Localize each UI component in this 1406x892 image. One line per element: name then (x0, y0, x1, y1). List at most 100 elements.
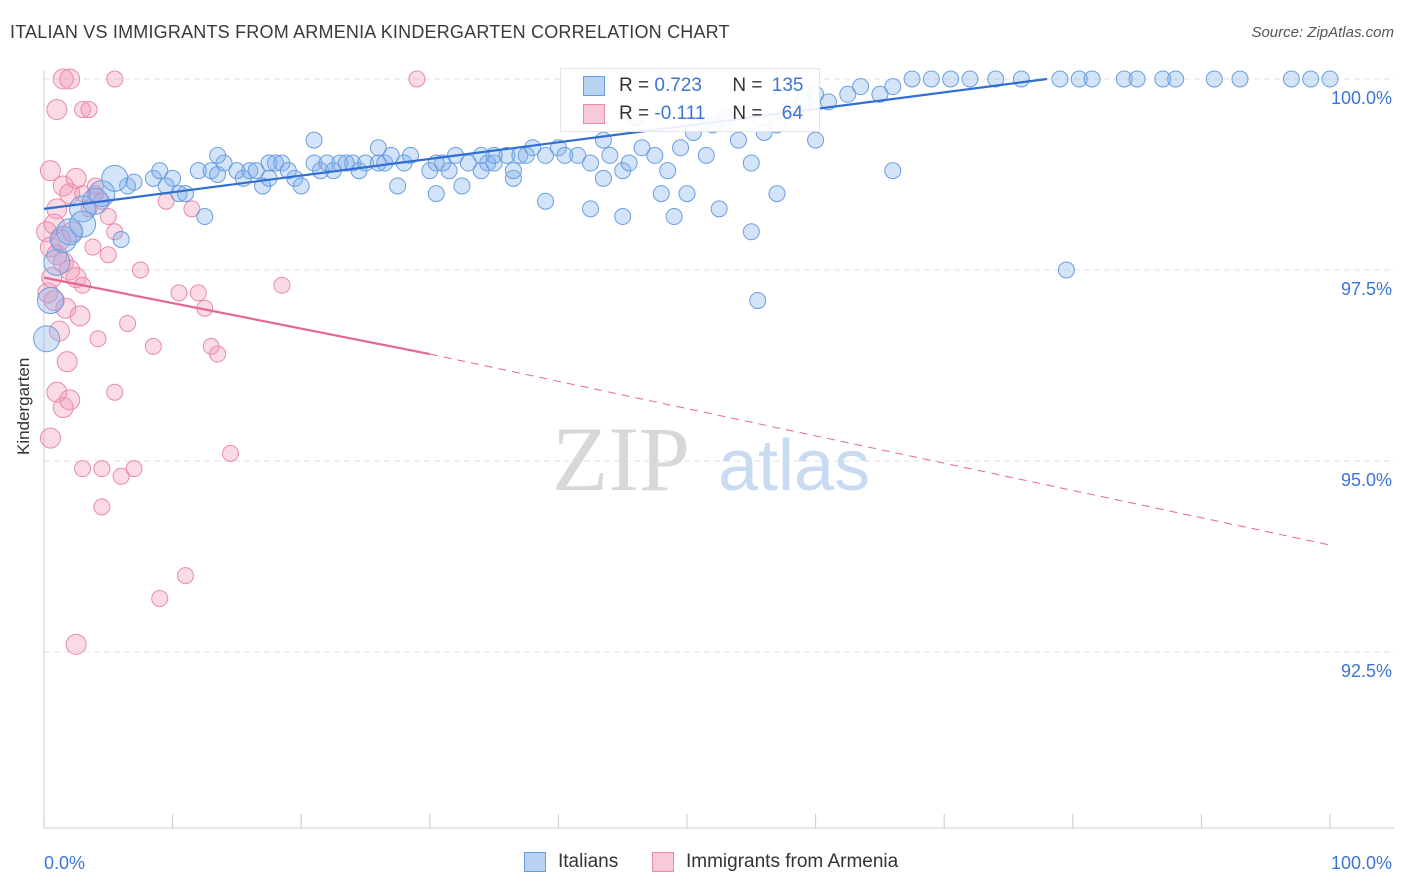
italians-point (884, 78, 902, 96)
bottom-legend-italians: Italians (524, 851, 618, 873)
italians-point (697, 146, 715, 164)
italians-point (729, 131, 747, 149)
source-label: Source: ZipAtlas.com (1251, 24, 1394, 41)
armenia-point (84, 238, 102, 256)
x-tick-label-max: 100.0% (1331, 853, 1392, 873)
italians-point (646, 146, 664, 164)
italians-point (537, 146, 555, 164)
italians-point (987, 70, 1005, 88)
italians-point (305, 131, 323, 149)
italians-point (125, 173, 143, 191)
italians-point (196, 208, 214, 226)
bottom-legend-label-italians: Italians (558, 851, 619, 872)
legend-n-value: 64 (781, 103, 803, 124)
armenia-point (43, 290, 65, 312)
armenia-point (69, 305, 91, 327)
italians-point (569, 146, 587, 164)
italians-point (1115, 70, 1133, 88)
italians-point (852, 78, 870, 96)
legend-n-label: N = (732, 103, 763, 124)
armenia-point (56, 351, 78, 373)
legend-r-value: 0.723 (654, 75, 702, 96)
legend-swatch-armenia (583, 104, 605, 124)
armenia-point (221, 444, 239, 462)
italians-point (672, 139, 690, 157)
armenia-point (131, 261, 149, 279)
armenia-point (273, 276, 291, 294)
armenia-point (59, 389, 81, 411)
armenia-point (125, 460, 143, 478)
armenia-point (176, 567, 194, 585)
watermark-zip: ZIP (552, 408, 690, 510)
trend-lines (43, 77, 1331, 546)
series-armenia-points (36, 68, 426, 655)
italians-point (1321, 70, 1339, 88)
italians-point (43, 248, 71, 276)
armenia-trend-line (43, 276, 431, 356)
italians-point (922, 70, 940, 88)
italians-point (665, 208, 683, 226)
legend-swatch-italians (583, 76, 605, 96)
italians-point (582, 200, 600, 218)
armenia-point (183, 200, 201, 218)
italians-point (742, 223, 760, 241)
armenia-point (52, 68, 74, 90)
italians-point (1128, 70, 1146, 88)
armenia-point (46, 99, 68, 121)
legend-row-italians: R = 0.723 N = 135 (583, 74, 803, 98)
italians-trend-line (43, 77, 1048, 210)
italians-point (517, 146, 535, 164)
italians-point (459, 154, 477, 172)
legend-row-armenia: R = -0.111 N = 64 (583, 102, 803, 126)
italians-point (903, 70, 921, 88)
italians-point (582, 154, 600, 172)
italians-point (369, 139, 387, 157)
italians-point (652, 185, 670, 203)
legend-n-label: N = (732, 75, 763, 96)
italians-point (36, 287, 64, 315)
italians-point (247, 162, 265, 180)
italians-point (170, 185, 188, 203)
armenia-point (39, 427, 61, 449)
italians-point (620, 154, 638, 172)
italians-point (69, 210, 97, 238)
italians-point (1205, 70, 1223, 88)
bottom-legend-swatch-italians (524, 852, 546, 872)
italians-point (1083, 70, 1101, 88)
axes (43, 70, 1395, 829)
italians-point (112, 230, 130, 248)
armenia-point (112, 467, 130, 485)
italians-point (241, 162, 259, 180)
armenia-point (74, 101, 92, 119)
armenia-point (55, 297, 77, 319)
italians-point (189, 162, 207, 180)
italians-point (594, 169, 612, 187)
chart-title: ITALIAN VS IMMIGRANTS FROM ARMENIA KINDE… (10, 22, 730, 42)
italians-point (556, 146, 574, 164)
legend-r-label: R = (619, 75, 650, 96)
series-italians-points (33, 70, 1339, 353)
italians-point (434, 154, 452, 172)
italians-point (807, 131, 825, 149)
italians-point (1231, 70, 1249, 88)
armenia-point (99, 246, 117, 264)
italians-point (453, 177, 471, 195)
bottom-legend-armenia: Immigrants from Armenia (652, 851, 898, 873)
italians-point (504, 162, 522, 180)
legend: R = 0.723 N = 135 R = -0.111 N = 64 (560, 68, 820, 132)
italians-point (742, 154, 760, 172)
armenia-point (59, 68, 81, 90)
armenia-point (65, 167, 87, 189)
italians-point (1070, 70, 1088, 88)
italians-point (56, 218, 84, 246)
italians-point (871, 85, 889, 103)
italians-point (209, 146, 227, 164)
italians-point (749, 292, 767, 310)
armenia-point (86, 177, 104, 195)
armenia-point (80, 101, 98, 119)
legend-r-label: R = (619, 103, 650, 124)
italians-point (151, 162, 169, 180)
y-tick-label: 100.0% (1331, 88, 1392, 108)
italians-point (176, 185, 194, 203)
